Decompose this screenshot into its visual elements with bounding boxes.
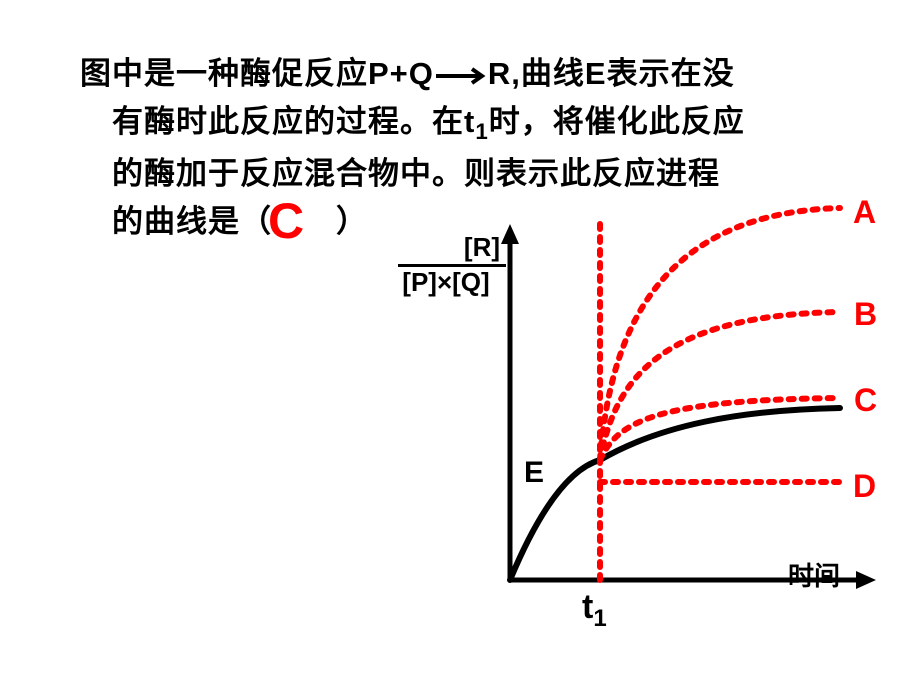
reaction-arrow-icon xyxy=(434,66,488,86)
option-b-label: B xyxy=(854,296,877,333)
q-line1-post: R,曲线E表示在没 xyxy=(488,56,735,91)
curve-b xyxy=(600,312,840,460)
t1-label: t1 xyxy=(582,588,607,633)
q-line2-post: 时，将催化此反应 xyxy=(489,104,745,139)
option-d-label: D xyxy=(853,468,876,505)
chart: [R] [P]×[Q] E A B C D 时间 t1 xyxy=(360,210,880,640)
option-c-label: C xyxy=(854,382,877,419)
x-axis-label: 时间 xyxy=(788,556,840,593)
y-axis-denominator: [P]×[Q] xyxy=(390,267,502,298)
q-line4: 的曲线是（ ） xyxy=(112,204,368,239)
q-line2-pre: 有酶时此反应的过程。在t xyxy=(112,104,475,139)
q-line3: 的酶加于反应混合物中。则表示此反应进程 xyxy=(112,156,720,191)
curve-e xyxy=(510,408,840,580)
q-line1-pre: 图中是一种酶促反应P+Q xyxy=(80,56,434,91)
answer-mark: C xyxy=(268,192,304,250)
curve-e-label: E xyxy=(524,456,544,490)
t1-sub: 1 xyxy=(593,605,606,632)
q-line2-sub: 1 xyxy=(475,119,488,144)
t1-letter: t xyxy=(582,588,593,626)
y-axis-numerator: [R] xyxy=(404,232,500,263)
option-a-label: A xyxy=(853,194,876,231)
